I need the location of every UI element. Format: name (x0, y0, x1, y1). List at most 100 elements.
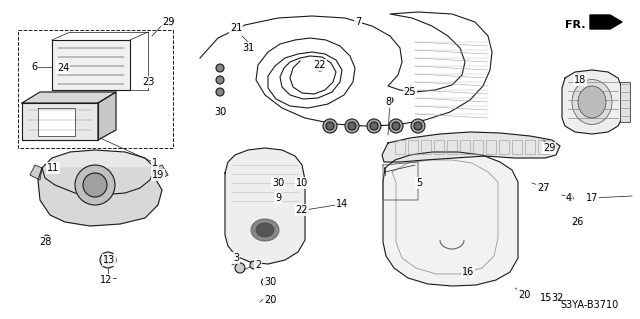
Text: 19: 19 (152, 170, 164, 180)
Text: 2: 2 (255, 260, 261, 270)
Polygon shape (225, 148, 305, 264)
Circle shape (411, 119, 425, 133)
Circle shape (387, 97, 393, 103)
Circle shape (543, 295, 549, 301)
Text: 30: 30 (214, 107, 226, 117)
Polygon shape (155, 165, 168, 180)
Text: 6: 6 (31, 62, 37, 72)
Text: 23: 23 (142, 77, 154, 87)
Circle shape (250, 261, 258, 269)
Bar (499, 140, 509, 154)
Bar (486, 140, 496, 154)
Bar (408, 140, 418, 154)
Circle shape (100, 252, 116, 268)
Polygon shape (52, 40, 130, 90)
Circle shape (545, 145, 552, 152)
Text: S3YA-B3710: S3YA-B3710 (560, 300, 618, 310)
Circle shape (409, 88, 415, 94)
Circle shape (216, 88, 224, 96)
Text: 20: 20 (264, 295, 276, 305)
Ellipse shape (572, 79, 612, 124)
Text: 15: 15 (540, 293, 552, 303)
Circle shape (348, 122, 356, 130)
Text: 25: 25 (404, 87, 416, 97)
Circle shape (166, 19, 173, 26)
Circle shape (389, 119, 403, 133)
Ellipse shape (256, 223, 274, 237)
Text: 13: 13 (103, 255, 115, 265)
Polygon shape (562, 70, 622, 134)
Circle shape (370, 122, 378, 130)
Circle shape (83, 173, 107, 197)
Text: 14: 14 (336, 199, 348, 209)
Circle shape (392, 122, 400, 130)
Bar (512, 140, 522, 154)
Polygon shape (30, 165, 42, 180)
Text: 1: 1 (152, 158, 158, 168)
Ellipse shape (251, 219, 279, 241)
Polygon shape (38, 168, 162, 226)
Circle shape (317, 65, 323, 71)
Circle shape (574, 219, 580, 225)
Bar (620, 82, 630, 122)
Circle shape (367, 119, 381, 133)
Bar (421, 140, 431, 154)
Text: 22: 22 (314, 60, 326, 70)
Polygon shape (22, 92, 116, 103)
Text: 31: 31 (242, 43, 254, 53)
Text: 30: 30 (272, 178, 284, 188)
Text: 18: 18 (574, 75, 586, 85)
Polygon shape (22, 103, 98, 140)
Ellipse shape (578, 86, 606, 118)
Circle shape (299, 207, 305, 213)
Text: 26: 26 (571, 217, 583, 227)
Polygon shape (42, 150, 155, 195)
FancyArrow shape (590, 15, 622, 29)
Circle shape (216, 76, 224, 84)
Text: 20: 20 (518, 290, 530, 300)
Bar (460, 140, 470, 154)
Text: 3: 3 (233, 253, 239, 263)
Bar (538, 140, 548, 154)
Circle shape (464, 268, 472, 276)
Text: 27: 27 (537, 183, 549, 193)
Text: 4: 4 (566, 193, 572, 203)
Text: 9: 9 (275, 193, 281, 203)
Circle shape (234, 25, 240, 31)
Polygon shape (98, 92, 116, 140)
Text: 16: 16 (462, 267, 474, 277)
Text: 12: 12 (100, 275, 112, 285)
Circle shape (75, 165, 115, 205)
Circle shape (567, 195, 573, 201)
Circle shape (277, 180, 283, 186)
Text: 29: 29 (162, 17, 174, 27)
Circle shape (44, 235, 50, 241)
Circle shape (323, 119, 337, 133)
Text: 22: 22 (296, 205, 308, 215)
Circle shape (345, 119, 359, 133)
Text: 21: 21 (230, 23, 242, 33)
Bar (434, 140, 444, 154)
Circle shape (104, 256, 112, 264)
Text: 30: 30 (264, 277, 276, 287)
Bar (447, 140, 457, 154)
Text: 17: 17 (586, 193, 598, 203)
Text: 7: 7 (355, 17, 361, 27)
Polygon shape (382, 132, 560, 162)
Text: 28: 28 (39, 237, 51, 247)
Bar (473, 140, 483, 154)
Text: 32: 32 (552, 293, 564, 303)
Circle shape (414, 122, 422, 130)
Circle shape (326, 122, 334, 130)
Circle shape (555, 295, 561, 301)
Text: 29: 29 (543, 143, 555, 153)
Text: 10: 10 (296, 178, 308, 188)
Bar (525, 140, 535, 154)
Circle shape (235, 263, 245, 273)
Circle shape (520, 292, 527, 299)
Circle shape (245, 45, 251, 51)
Text: 11: 11 (47, 163, 59, 173)
Circle shape (540, 185, 546, 191)
Polygon shape (383, 152, 518, 286)
Text: 8: 8 (385, 97, 391, 107)
